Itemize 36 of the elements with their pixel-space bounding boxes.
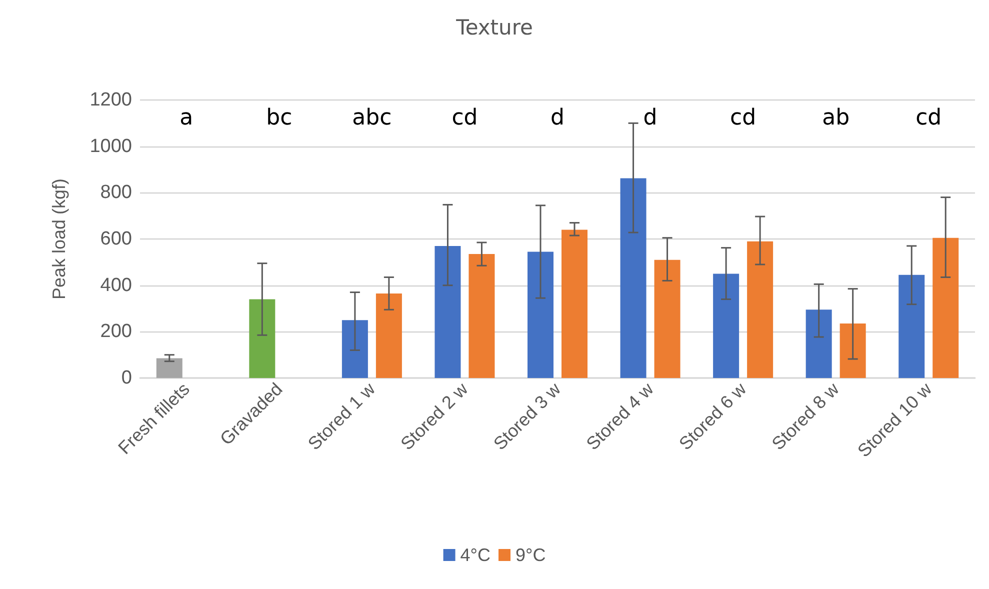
bar xyxy=(434,246,461,378)
bar xyxy=(713,274,740,378)
legend-label: 9°C xyxy=(516,545,546,565)
bar xyxy=(654,260,680,378)
annotation: ab xyxy=(822,106,850,130)
bar xyxy=(840,324,866,378)
annotation: d xyxy=(643,106,658,130)
annotation: d xyxy=(550,106,564,130)
bar xyxy=(620,178,646,378)
bar xyxy=(747,241,774,378)
annotation: abc xyxy=(352,106,392,130)
bar xyxy=(376,293,402,378)
bar xyxy=(249,299,276,378)
annotation: a xyxy=(180,106,194,130)
annotation: cd xyxy=(730,106,756,130)
chart-title: Texture xyxy=(455,16,533,40)
y-tick-label: 600 xyxy=(100,228,132,250)
bar xyxy=(468,254,495,378)
bar xyxy=(898,274,925,378)
bar xyxy=(562,230,588,378)
legend-label: 4°C xyxy=(460,545,491,565)
annotation: cd xyxy=(916,106,942,130)
y-tick-label: 1200 xyxy=(90,90,132,110)
y-tick-label: 200 xyxy=(100,321,132,342)
y-tick-label: 0 xyxy=(121,368,132,388)
y-tick-label: 400 xyxy=(100,274,132,296)
annotation: cd xyxy=(452,106,478,130)
y-tick-label: 1000 xyxy=(90,136,132,157)
bar xyxy=(528,252,554,378)
y-axis-title: Peak load (kgf) xyxy=(49,178,69,300)
bar xyxy=(156,358,182,378)
annotation: bc xyxy=(266,106,292,130)
bar xyxy=(932,238,959,378)
y-tick-label: 800 xyxy=(100,182,132,204)
bar xyxy=(806,310,832,378)
bar xyxy=(342,320,368,378)
